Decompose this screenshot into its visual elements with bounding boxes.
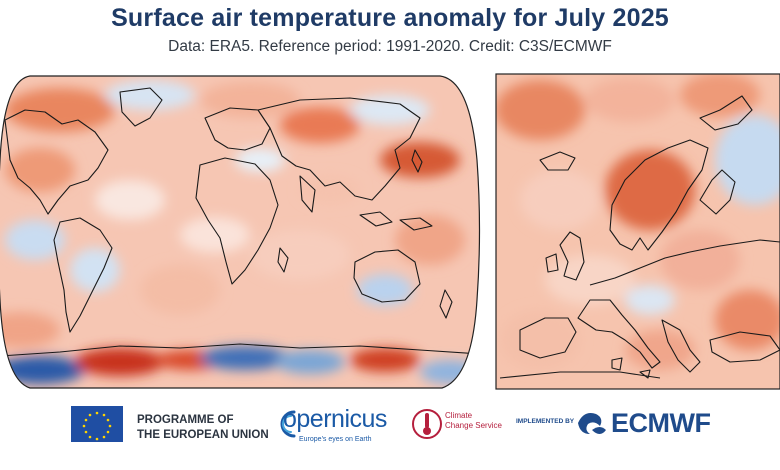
eu-programme-label: PROGRAMME OF THE EUROPEAN UNION [137, 414, 269, 441]
europe-anomaly-map [496, 74, 780, 389]
page-title: Surface air temperature anomaly for July… [111, 4, 669, 32]
c3s-label: Climate Change Service [445, 411, 502, 430]
ecmwf-wordmark: ECMWF [611, 408, 711, 438]
implemented-by-label: IMPLEMENTED BY [516, 418, 575, 425]
anomaly-maps [0, 73, 780, 390]
global-anomaly-map [0, 76, 480, 388]
copernicus-tagline: Europe's eyes on Earth [299, 436, 372, 443]
eu-flag-icon [71, 406, 123, 442]
c3s-thermometer-icon [412, 409, 442, 439]
ecmwf-wave-icon [578, 413, 606, 434]
page-subtitle: Data: ERA5. Reference period: 1991-2020.… [168, 38, 612, 55]
copernicus-wordmark: opernicus [283, 405, 387, 433]
copernicus-logo-icon [280, 410, 296, 438]
partner-logos [71, 406, 606, 442]
